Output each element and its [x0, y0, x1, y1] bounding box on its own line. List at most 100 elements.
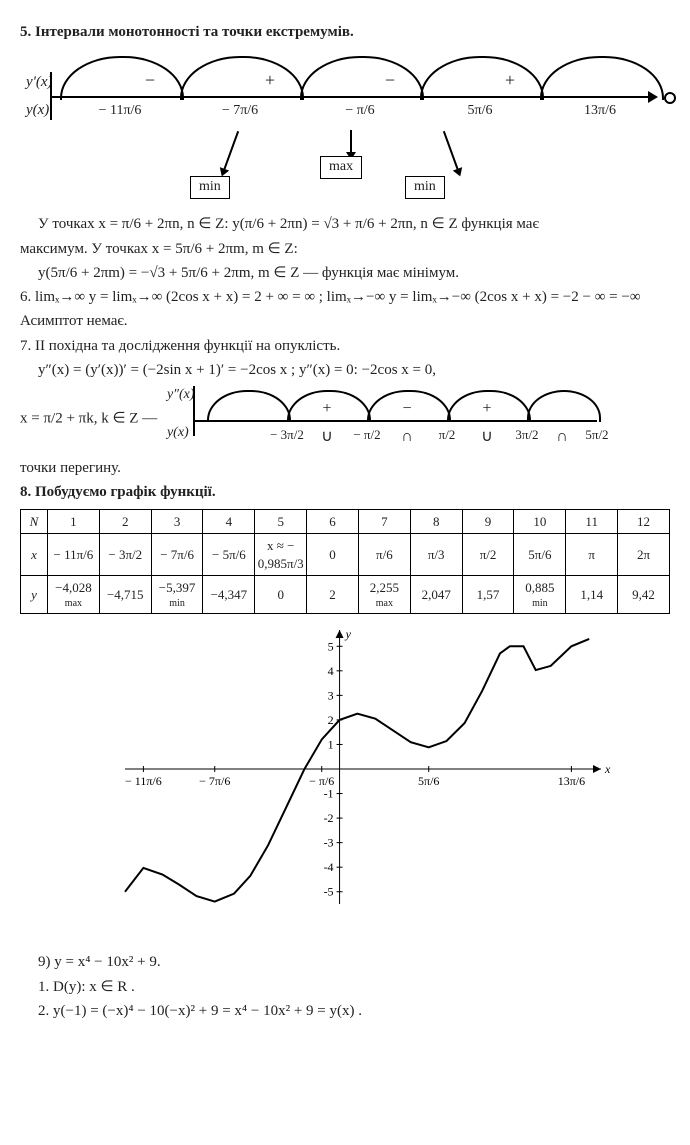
sign1-sign: + — [505, 68, 515, 92]
td: − 3π/2 — [99, 534, 151, 576]
sign1-sign: − — [385, 68, 395, 92]
data-table: N 1 2 3 4 5 6 7 8 9 10 11 12 x − 11π/6 −… — [20, 509, 670, 615]
sign1-yprime: y'(x) — [26, 72, 53, 92]
sign1-arc — [180, 56, 304, 100]
row-y-label: y — [21, 576, 48, 614]
footer-9b: 2. y(−1) = (−x)⁴ − 10(−x)² + 9 = x⁴ − 10… — [20, 1001, 670, 1021]
svg-text:-1: -1 — [324, 787, 334, 801]
sign2-arc — [207, 390, 291, 422]
sign2-tick: 3π/2 — [515, 426, 538, 444]
th: 12 — [618, 509, 670, 534]
sign1-arc — [420, 56, 544, 100]
td: 2π — [618, 534, 670, 576]
tag: max — [361, 597, 408, 611]
td: − 11π/6 — [48, 534, 100, 576]
td: 0 — [255, 576, 307, 614]
td: x ≈ − 0,985π/3 — [255, 534, 307, 576]
val: −4,028 — [55, 580, 92, 595]
para-5b: максимум. У точках x = 5π/6 + 2πm, m ∈ Z… — [20, 239, 670, 259]
sign2-tick: 5π/2 — [585, 426, 608, 444]
th: 10 — [514, 509, 566, 534]
sign1-box-max: max — [320, 156, 362, 179]
th: 4 — [203, 509, 255, 534]
footer-9a: 1. D(y): x ∈ R . — [20, 977, 670, 997]
sign1-box-min: min — [190, 176, 230, 199]
td: π/3 — [410, 534, 462, 576]
svg-text:3: 3 — [328, 689, 334, 703]
sign1-tick: − 11π/6 — [99, 102, 142, 121]
td: 0 — [307, 534, 359, 576]
th: 9 — [462, 509, 514, 534]
chart-svg: -5-4-3-2-112345− 11π/6− 7π/6− π/65π/613π… — [65, 624, 625, 934]
td: −5,397 min — [151, 576, 203, 614]
svg-text:4: 4 — [328, 664, 334, 678]
td: 0,885 min — [514, 576, 566, 614]
svg-text:-2: -2 — [324, 811, 334, 825]
footer-9: 9) y = x⁴ − 10x² + 9. — [20, 952, 670, 972]
sign1-box-min2: min — [405, 176, 445, 199]
svg-text:− 11π/6: − 11π/6 — [125, 774, 162, 788]
row-x-label: x — [21, 534, 48, 576]
sign1-arrow — [223, 131, 239, 171]
sign2-cap: ∩ — [401, 426, 413, 448]
sign1-arrow — [443, 131, 459, 171]
td: − 5π/6 — [203, 534, 255, 576]
val: −5,397 — [159, 580, 196, 595]
sign1-yx: y(x) — [26, 100, 49, 120]
svg-text:5: 5 — [328, 639, 334, 653]
function-graph: -5-4-3-2-112345− 11π/6− 7π/6− π/65π/613π… — [20, 624, 670, 940]
sign2-vbar — [193, 386, 195, 436]
sign2-yprime: y″(x) — [167, 386, 195, 405]
sign-diagram-2: y″(x) y(x) + − + − 3π/2 − π/2 π/2 3π/2 5… — [167, 384, 597, 454]
tag: min — [516, 597, 563, 611]
sign1-arc — [60, 56, 184, 100]
sign2-cup: ∪ — [321, 426, 333, 448]
sign1-sign: + — [265, 68, 275, 92]
svg-text:5π/6: 5π/6 — [418, 774, 439, 788]
sign2-sign: − — [402, 398, 411, 420]
sign-diagram-1: y'(x) y(x) − + − + − 11π/6 − 7π/6 − π/6 … — [20, 46, 670, 206]
svg-text:2: 2 — [328, 713, 334, 727]
para-5a: У точках x = π/6 + 2πn, n ∈ Z: y(π/6 + 2… — [20, 214, 670, 234]
sign1-tick: − π/6 — [345, 102, 374, 121]
svg-text:− π/6: − π/6 — [309, 774, 334, 788]
td: 2,255 max — [358, 576, 410, 614]
th-N: N — [21, 509, 48, 534]
table-row-header: N 1 2 3 4 5 6 7 8 9 10 11 12 — [21, 509, 670, 534]
para-7b-row: x = π/2 + πk, k ∈ Z — y″(x) y(x) + − + −… — [20, 384, 670, 454]
para-6: 6. limₓ→∞ y = limₓ→∞ (2cos x + x) = 2 + … — [20, 287, 670, 307]
table-row-y: y −4,028max −4,715 −5,397min −4,347 0 2 … — [21, 576, 670, 614]
td: π — [566, 534, 618, 576]
td: 1,57 — [462, 576, 514, 614]
val: 0,885 — [525, 580, 554, 595]
td: π/6 — [358, 534, 410, 576]
para-5b-math: x = 5π/6 + 2πm, m ∈ Z: — [152, 241, 298, 257]
table-row-x: x − 11π/6 − 3π/2 − 7π/6 − 5π/6 x ≈ − 0,9… — [21, 534, 670, 576]
td: −4,347 — [203, 576, 255, 614]
sign2-yx: y(x) — [167, 424, 189, 443]
sign1-sign: − — [145, 68, 155, 92]
th: 3 — [151, 509, 203, 534]
sign2-sign: + — [322, 398, 331, 420]
th: 5 — [255, 509, 307, 534]
val: 2,255 — [370, 580, 399, 595]
svg-text:-3: -3 — [324, 836, 334, 850]
para-7a: y″(x) = (y′(x))′ = (−2sin x + 1)′ = −2co… — [20, 360, 670, 380]
svg-text:-4: -4 — [324, 860, 334, 874]
td: 9,42 — [618, 576, 670, 614]
td: −4,715 — [99, 576, 151, 614]
td: 2 — [307, 576, 359, 614]
th: 1 — [48, 509, 100, 534]
para-asym: Асимптот немає. — [20, 311, 670, 331]
section8-title: 8. Побудуємо графік функції. — [20, 482, 670, 502]
th: 2 — [99, 509, 151, 534]
sign1-open — [664, 92, 676, 104]
sign1-arc — [540, 56, 664, 100]
th: 6 — [307, 509, 359, 534]
svg-text:− 7π/6: − 7π/6 — [199, 774, 230, 788]
tag: min — [154, 597, 201, 611]
sign1-tick: 13π/6 — [584, 102, 616, 121]
sign2-tick: − π/2 — [353, 426, 380, 444]
sign2-cap: ∩ — [556, 426, 568, 448]
para-7b-prefix: x = π/2 + πk, k ∈ Z — — [20, 410, 157, 426]
